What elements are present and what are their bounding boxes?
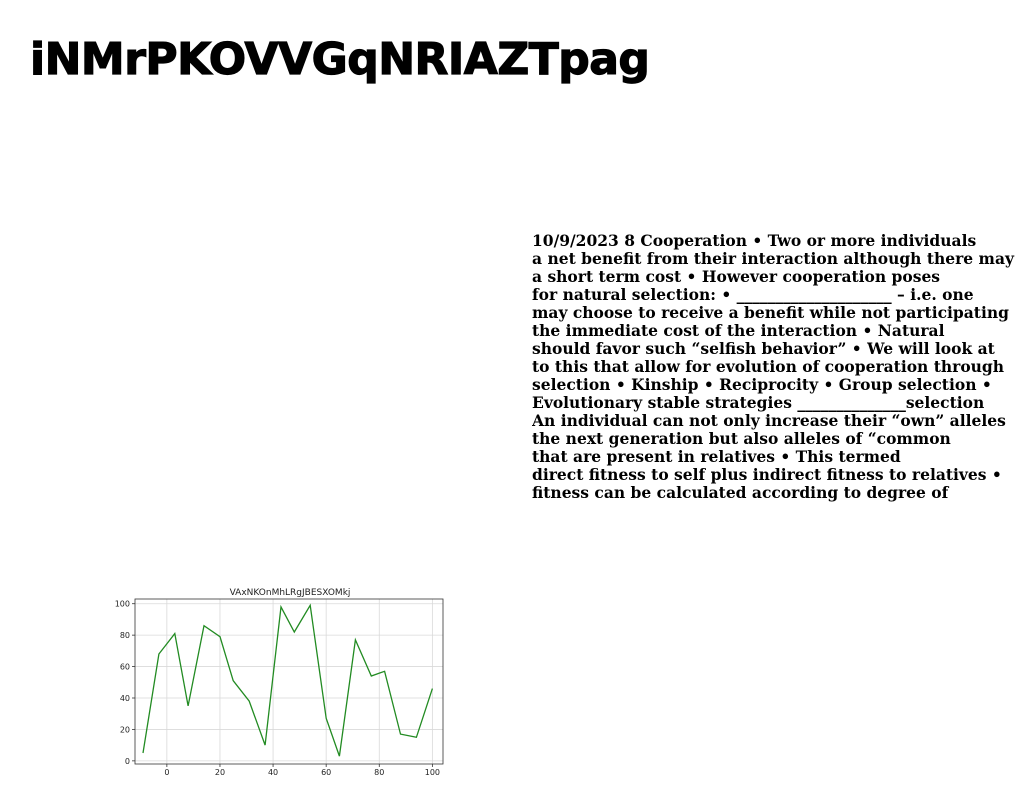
x-tick-label: 80	[374, 768, 384, 777]
chart-grid	[135, 599, 443, 764]
body-line: to this that allow for evolution of coop…	[532, 358, 1005, 376]
x-tick-label: 0	[164, 768, 169, 777]
body-line: that are present in relatives • This ter…	[532, 448, 901, 466]
plot-frame	[134, 598, 444, 765]
body-text: 10/9/2023 8 Cooperation • Two or more in…	[532, 232, 1024, 502]
body-line: fitness can be calculated according to d…	[532, 484, 949, 502]
y-tick-label: 20	[120, 725, 130, 734]
y-tick-label: 80	[120, 631, 130, 640]
body-line: selection • Kinship • Reciprocity • Grou…	[532, 376, 992, 394]
x-tick-label: 100	[425, 768, 440, 777]
page-title: iNMrPKOVVGqNRIAZTpag	[29, 33, 650, 85]
body-line: 10/9/2023 8 Cooperation • Two or more in…	[532, 232, 977, 250]
body-line: direct fitness to self plus indirect fit…	[532, 466, 1002, 484]
body-line: Evolutionary stable strategies _________…	[532, 394, 985, 412]
chart-series	[142, 603, 434, 757]
body-line: a short term cost • However cooperation …	[532, 268, 941, 286]
chart-axes: 0 20 40 60 80 100 0 20 40 60 80 100	[115, 598, 444, 777]
y-tick-label: 100	[115, 600, 130, 609]
body-line: a net benefit from their interaction alt…	[532, 250, 1015, 268]
body-line: should favor such “selfish behavior” • W…	[532, 340, 995, 358]
chart-title: VAxNKOnMhLRgJBESXOMkj	[230, 588, 351, 598]
x-tick-label: 60	[321, 768, 331, 777]
series-line	[142, 603, 434, 757]
y-tick-label: 0	[125, 757, 130, 766]
body-line: may choose to receive a benefit while no…	[532, 304, 1009, 322]
y-tick-label: 60	[120, 663, 130, 672]
line-chart: VAxNKOnMhLRgJBESXOMkj 0 20 40 60 80 100 0 20 40 6…	[100, 583, 460, 783]
x-tick-label: 20	[215, 768, 225, 777]
x-tick-label: 40	[268, 768, 278, 777]
y-tick-label: 40	[120, 694, 130, 703]
body-line: the immediate cost of the interaction • …	[532, 322, 945, 340]
body-line: for natural selection: • _______________…	[532, 286, 974, 304]
body-line: the next generation but also alleles of …	[532, 430, 951, 448]
line-chart-svg: VAxNKOnMhLRgJBESXOMkj 0 20 40 60 80 100 0 20 40 6…	[115, 588, 444, 777]
body-line: An individual can not only increase thei…	[532, 412, 1006, 430]
